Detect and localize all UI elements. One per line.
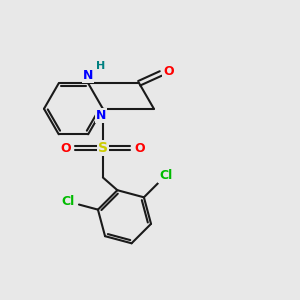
Text: N: N	[83, 69, 93, 82]
Text: N: N	[96, 109, 106, 122]
Text: O: O	[163, 65, 174, 78]
Text: Cl: Cl	[61, 195, 74, 208]
Text: Cl: Cl	[160, 169, 173, 182]
Text: H: H	[96, 61, 106, 70]
Text: O: O	[135, 142, 146, 154]
Text: O: O	[60, 142, 71, 154]
Text: S: S	[98, 141, 108, 155]
